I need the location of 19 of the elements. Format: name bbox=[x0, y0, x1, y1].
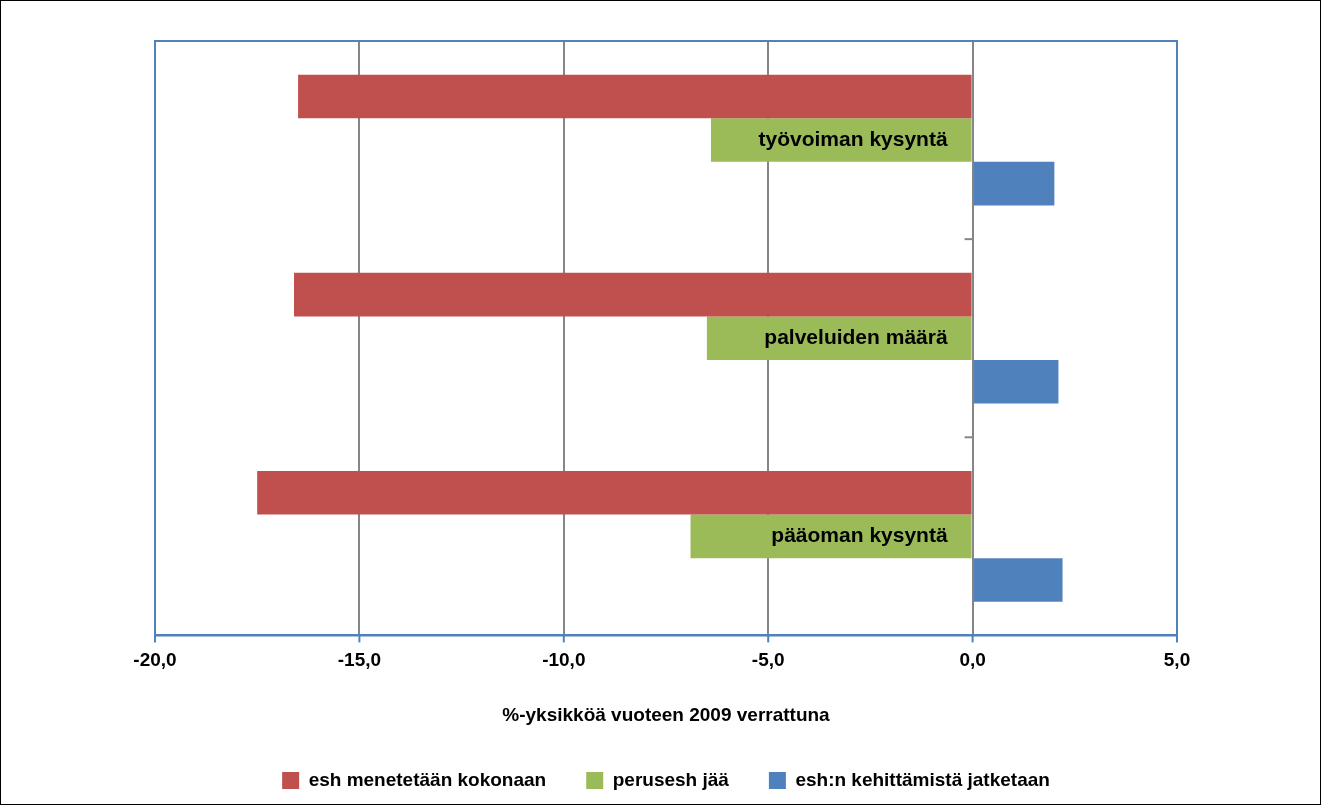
bar bbox=[257, 470, 972, 515]
bar bbox=[293, 272, 972, 317]
bar bbox=[973, 161, 1055, 206]
x-tick-label: -20,0 bbox=[133, 649, 177, 671]
y-tick-label: palveluiden määrä bbox=[764, 325, 948, 348]
legend-label: esh menetetään kokonaan bbox=[308, 768, 547, 790]
bar bbox=[973, 558, 1063, 602]
bar bbox=[298, 74, 972, 119]
x-tick-label: -10,0 bbox=[542, 649, 586, 671]
x-tick-label: 5,0 bbox=[1163, 649, 1191, 671]
y-tick-label: työvoiman kysyntä bbox=[758, 126, 948, 150]
x-tick-label: 0,0 bbox=[959, 649, 986, 671]
x-axis-title: %-yksikköä vuoteen 2009 verrattuna bbox=[502, 703, 831, 725]
bar bbox=[973, 360, 1059, 404]
legend-label: perusesh jää bbox=[612, 768, 730, 790]
y-tick-label: pääoman kysyntä bbox=[771, 523, 948, 547]
legend-label: esh:n kehittämistä jatketaan bbox=[795, 768, 1050, 790]
x-tick-label: -5,0 bbox=[751, 649, 785, 671]
x-tick-label: -15,0 bbox=[337, 649, 382, 671]
